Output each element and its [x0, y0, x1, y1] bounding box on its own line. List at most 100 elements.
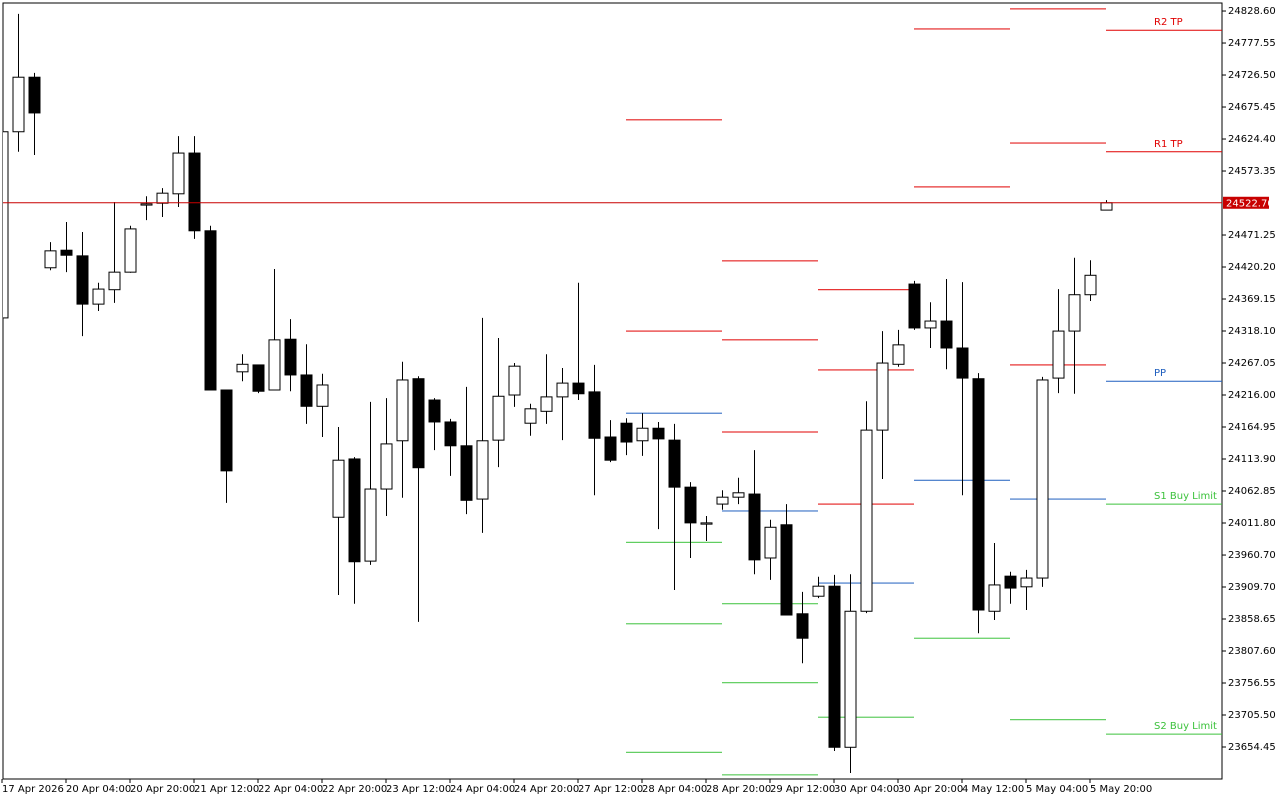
x-tick-label: 5 May 04:00: [1026, 784, 1088, 795]
x-tick-label: 24 Apr 20:00: [514, 784, 579, 795]
candle-body: [940, 320, 953, 349]
candle-body: [428, 399, 441, 423]
y-tick-label: 23909.70: [1228, 582, 1276, 593]
candle-body: [220, 389, 233, 472]
candle-body: [140, 203, 153, 206]
candle-body: [1068, 294, 1081, 332]
y-tick-label: 24726.50: [1228, 70, 1276, 81]
candle-body: [796, 613, 809, 639]
candle-body: [1004, 575, 1017, 589]
candle-body: [668, 439, 681, 488]
x-tick-label: 17 Apr 2026: [2, 784, 64, 795]
x-tick-label: 30 Apr 20:00: [898, 784, 963, 795]
y-tick-label: 24267.05: [1228, 358, 1276, 369]
y-tick-label: 24777.55: [1228, 38, 1276, 49]
x-tick-label: 22 Apr 04:00: [258, 784, 323, 795]
candle-body: [316, 384, 329, 407]
candle-body: [700, 522, 713, 525]
x-tick-label: 28 Apr 04:00: [642, 784, 707, 795]
current-price-label: 24522.70: [1226, 198, 1274, 209]
candle-body: [540, 396, 553, 412]
level-label: PP: [1154, 368, 1166, 379]
candle-body: [860, 429, 873, 612]
candle-body: [924, 320, 937, 329]
candle-body: [844, 610, 857, 748]
candle-body: [636, 427, 649, 442]
x-tick-label: 21 Apr 12:00: [194, 784, 259, 795]
current-price-box: [1223, 196, 1269, 209]
candle-body: [588, 391, 601, 439]
candle-body: [28, 76, 41, 114]
candle-body: [444, 421, 457, 447]
y-tick-label: 24113.90: [1228, 454, 1276, 465]
candle-body: [732, 492, 745, 498]
candle-body: [604, 436, 617, 461]
y-tick-label: 24369.15: [1228, 294, 1276, 305]
y-tick-label: 23858.65: [1228, 614, 1276, 625]
candle-body: [748, 493, 761, 561]
candle-body: [300, 374, 313, 407]
candle-body: [76, 255, 89, 305]
y-tick-label: 24624.40: [1228, 134, 1276, 145]
y-tick-label: 24011.80: [1228, 518, 1276, 529]
candle-body: [908, 283, 921, 329]
candle-body: [652, 427, 665, 440]
candle-body: [780, 524, 793, 616]
candle-body: [812, 585, 825, 597]
y-tick-label: 24573.35: [1228, 166, 1276, 177]
candle-body: [252, 364, 265, 392]
candle-body: [364, 488, 377, 562]
candle-body: [476, 440, 489, 500]
x-tick-label: 22 Apr 20:00: [322, 784, 387, 795]
candle-body: [188, 152, 201, 232]
x-tick-label: 4 May 12:00: [962, 784, 1024, 795]
candle-body: [508, 365, 521, 396]
candle-body: [60, 249, 73, 256]
candle-body: [124, 228, 137, 273]
x-tick-label: 20 Apr 20:00: [130, 784, 195, 795]
y-tick-label: 24675.45: [1228, 102, 1276, 113]
candle-body: [988, 584, 1001, 612]
level-label: R2 TP: [1154, 17, 1183, 28]
y-tick-label: 24420.20: [1228, 262, 1276, 273]
y-tick-label: 23756.55: [1228, 678, 1276, 689]
y-tick-label: 24164.95: [1228, 422, 1276, 433]
candle-body: [1084, 274, 1097, 296]
candle-body: [492, 395, 505, 441]
candle-body: [972, 378, 985, 611]
x-tick-label: 28 Apr 20:00: [706, 784, 771, 795]
candle-body: [1100, 202, 1113, 211]
candle-body: [764, 526, 777, 559]
candle-body: [556, 382, 569, 398]
level-label: S2 Buy Limit: [1154, 721, 1217, 732]
y-tick-label: 23654.45: [1228, 742, 1276, 753]
candle-body: [1052, 330, 1065, 379]
x-tick-label: 5 May 20:00: [1090, 784, 1152, 795]
x-tick-label: 30 Apr 04:00: [834, 784, 899, 795]
y-tick-label: 23705.50: [1228, 710, 1276, 721]
x-tick-label: 20 Apr 04:00: [66, 784, 131, 795]
candle-body: [3, 131, 9, 319]
y-tick-label: 23960.70: [1228, 550, 1276, 561]
candle-body: [332, 459, 345, 518]
candle-body: [1036, 379, 1049, 579]
x-tick-label: 29 Apr 12:00: [770, 784, 835, 795]
level-label: R1 TP: [1154, 139, 1183, 150]
candle-body: [284, 338, 297, 376]
candle-body: [1020, 577, 1033, 588]
candle-body: [572, 382, 585, 395]
plot: [3, 8, 1222, 776]
candle-body: [956, 347, 969, 379]
candle-body: [12, 76, 25, 133]
candle-body: [460, 445, 473, 501]
candle-body: [892, 344, 905, 365]
candle-body: [204, 230, 217, 391]
candle-body: [396, 379, 409, 442]
x-tick-label: 23 Apr 12:00: [386, 784, 451, 795]
candle-body: [524, 408, 537, 424]
y-tick-label: 24062.85: [1228, 486, 1276, 497]
candle-body: [44, 250, 57, 269]
candle-body: [876, 362, 889, 431]
y-tick-label: 24216.00: [1228, 390, 1276, 401]
